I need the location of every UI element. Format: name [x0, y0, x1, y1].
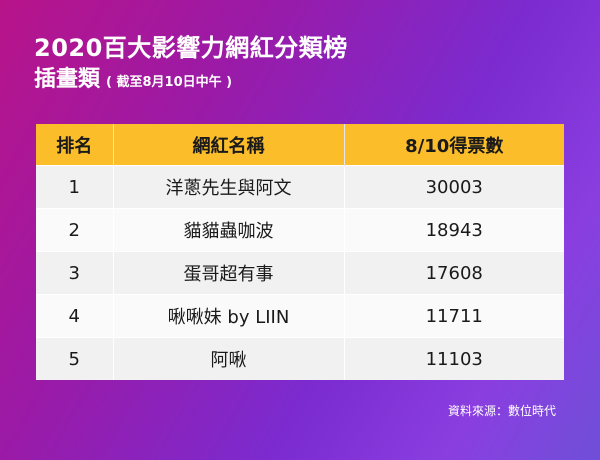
date-note: ( 截至8月10日中午 ): [106, 75, 233, 90]
table-row: 1 洋蔥先生與阿文 30003: [36, 165, 564, 209]
rank-cell: 5: [36, 337, 114, 380]
table-row: 2 貓貓蟲咖波 18943: [36, 208, 564, 252]
rank-cell: 4: [36, 294, 114, 338]
subtitle-row: 插畫類 ( 截至8月10日中午 ): [34, 66, 348, 94]
name-cell: 蛋哥超有事: [113, 251, 345, 295]
name-cell: 啾啾妹 by LIIN: [113, 294, 345, 338]
table-row: 5 阿啾 11103: [36, 337, 564, 380]
table-row: 3 蛋哥超有事 17608: [36, 251, 564, 295]
votes-cell: 11711: [344, 294, 564, 338]
column-header-rank: 排名: [36, 124, 114, 166]
rank-cell: 2: [36, 208, 114, 252]
column-header-votes: 8/10得票數: [344, 124, 564, 166]
votes-cell: 30003: [344, 165, 564, 209]
votes-cell: 11103: [344, 337, 564, 380]
table-row: 4 啾啾妹 by LIIN 11711: [36, 294, 564, 338]
rank-cell: 1: [36, 165, 114, 209]
table-header-row: 排名 網紅名稱 8/10得票數: [36, 124, 564, 166]
ranking-table: 排名 網紅名稱 8/10得票數 1 洋蔥先生與阿文 30003 2 貓貓蟲咖波 …: [36, 124, 564, 380]
source-credit: 資料來源：數位時代: [447, 404, 556, 418]
name-cell: 阿啾: [113, 337, 345, 380]
votes-cell: 18943: [344, 208, 564, 252]
category-subtitle: 插畫類: [34, 67, 101, 92]
column-header-name: 網紅名稱: [113, 124, 345, 166]
name-cell: 貓貓蟲咖波: [113, 208, 345, 252]
votes-cell: 17608: [344, 251, 564, 295]
page-title: 2020百大影響力網紅分類榜: [34, 34, 348, 62]
header: 2020百大影響力網紅分類榜 插畫類 ( 截至8月10日中午 ): [34, 34, 348, 94]
rank-cell: 3: [36, 251, 114, 295]
name-cell: 洋蔥先生與阿文: [113, 165, 345, 209]
